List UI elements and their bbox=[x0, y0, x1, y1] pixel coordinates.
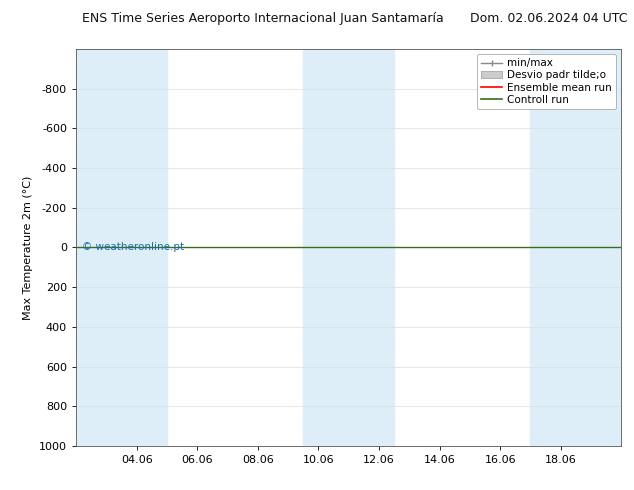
Bar bbox=[76, 49, 167, 446]
Y-axis label: Max Temperature 2m (°C): Max Temperature 2m (°C) bbox=[23, 175, 34, 319]
Bar bbox=[303, 49, 394, 446]
Bar bbox=[531, 49, 621, 446]
Text: Dom. 02.06.2024 04 UTC: Dom. 02.06.2024 04 UTC bbox=[470, 12, 628, 25]
Text: ENS Time Series Aeroporto Internacional Juan Santamaría: ENS Time Series Aeroporto Internacional … bbox=[82, 12, 444, 25]
Legend: min/max, Desvio padr tilde;o, Ensemble mean run, Controll run: min/max, Desvio padr tilde;o, Ensemble m… bbox=[477, 54, 616, 109]
Text: © weatheronline.pt: © weatheronline.pt bbox=[82, 243, 184, 252]
